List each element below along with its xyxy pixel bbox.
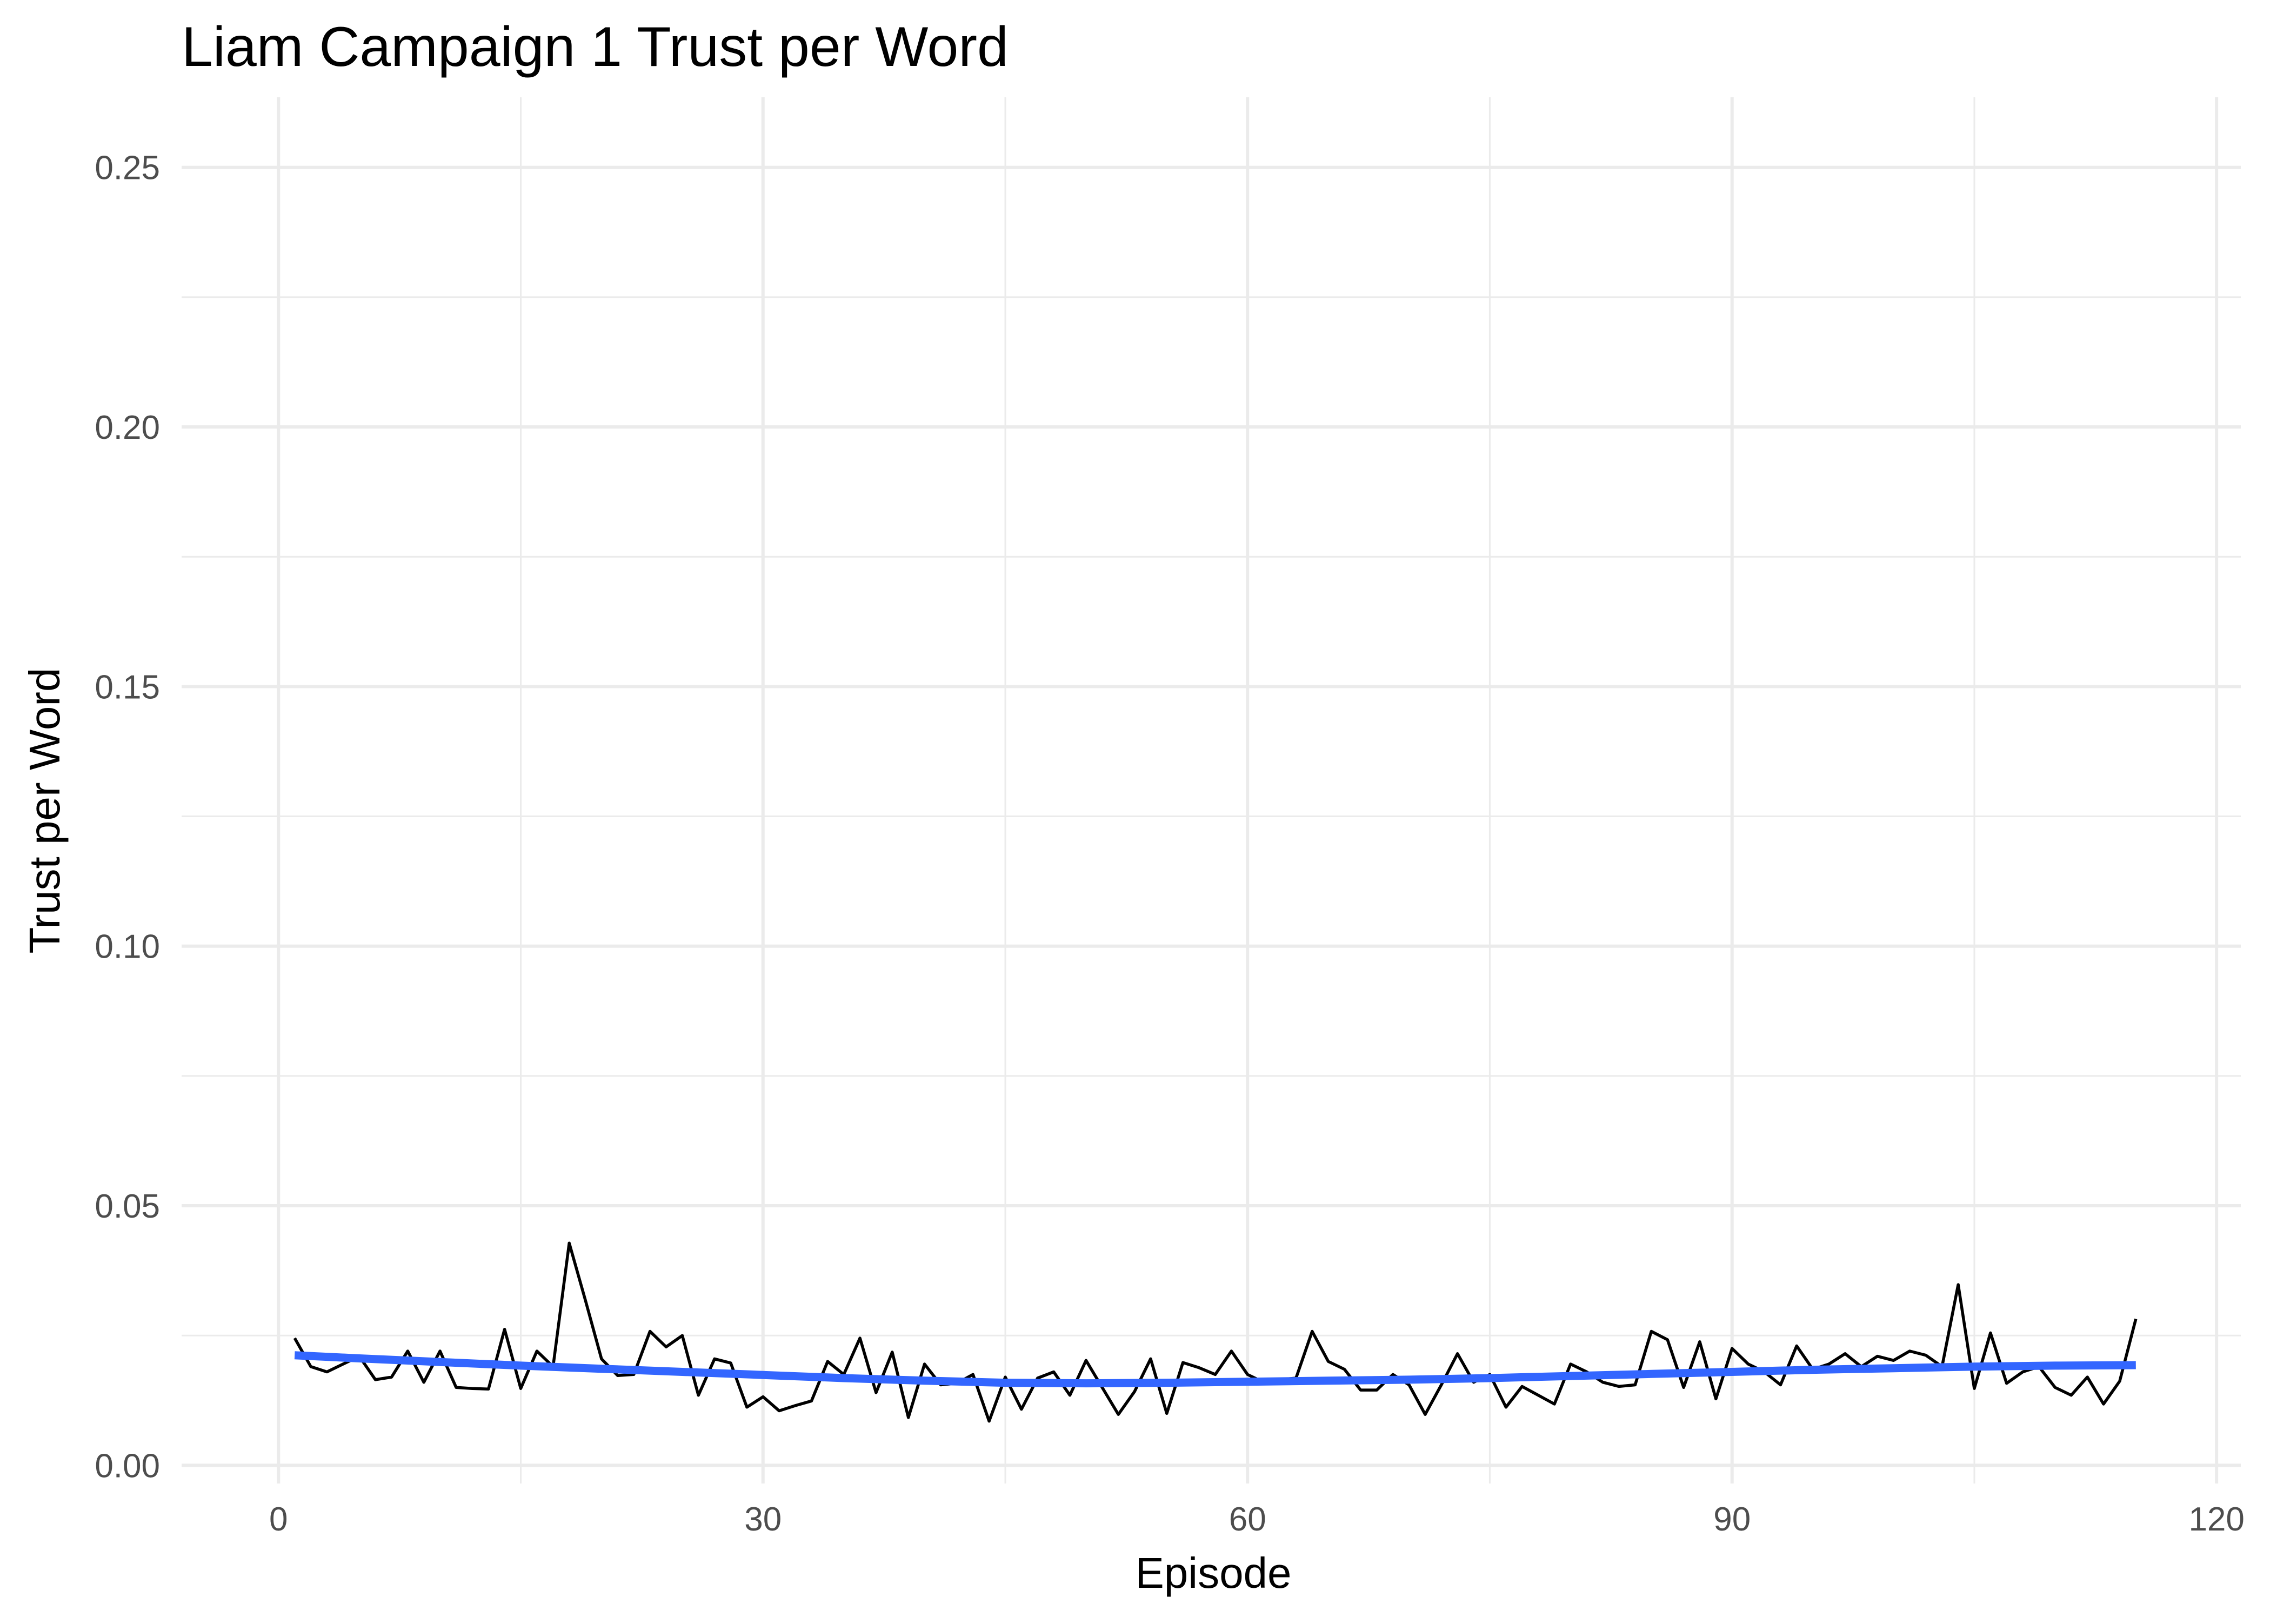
series-line-smooth xyxy=(294,1351,2136,1388)
y-tick-label: 0.05 xyxy=(95,1188,160,1225)
x-tick-label: 60 xyxy=(1229,1501,1266,1538)
y-tick-label: 0.00 xyxy=(95,1447,160,1485)
y-axis-title: Trust per Word xyxy=(21,667,69,953)
x-axis-ticks: 0 30 60 90 120 xyxy=(269,1501,2245,1538)
x-tick-label: 90 xyxy=(1713,1501,1751,1538)
series-line-raw xyxy=(293,1241,2138,1423)
y-tick-label: 0.15 xyxy=(95,669,160,706)
x-tick-label: 0 xyxy=(269,1501,288,1538)
chart-title: Liam Campaign 1 Trust per Word xyxy=(182,16,1009,78)
y-tick-label: 0.20 xyxy=(95,409,160,446)
x-tick-label: 120 xyxy=(2188,1501,2244,1538)
x-tick-label: 30 xyxy=(744,1501,782,1538)
series-layer xyxy=(293,1241,2138,1423)
y-tick-label: 0.10 xyxy=(95,928,160,966)
grid-major xyxy=(182,97,2241,1483)
y-axis-ticks: 0.00 0.05 0.10 0.15 0.20 0.25 xyxy=(95,150,160,1485)
y-tick-label: 0.25 xyxy=(95,150,160,187)
grid-minor xyxy=(182,97,2241,1483)
x-axis-title: Episode xyxy=(1135,1549,1291,1597)
